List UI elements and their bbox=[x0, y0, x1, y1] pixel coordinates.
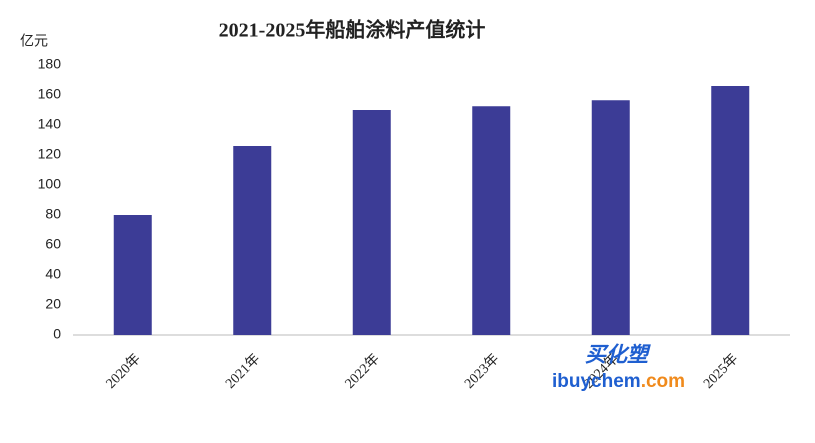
watermark-domain: .com bbox=[641, 371, 685, 392]
y-tick-label: 20 bbox=[45, 296, 61, 312]
bar bbox=[591, 100, 630, 335]
y-tick-label: 160 bbox=[38, 86, 62, 102]
x-tick-label: 2021年 bbox=[222, 351, 263, 392]
y-tick-label: 60 bbox=[45, 236, 61, 252]
bar bbox=[113, 215, 152, 335]
y-tick-label: 100 bbox=[38, 176, 62, 192]
plot: 0 20 40 60 80 100 120 140 160 180 2020年 2021年 2022年 2… bbox=[38, 56, 750, 392]
bar bbox=[472, 106, 511, 335]
x-tick-label: 2025年 bbox=[700, 351, 741, 392]
y-tick-label: 140 bbox=[38, 116, 62, 132]
y-tick-label: 0 bbox=[53, 326, 61, 342]
watermark-site-name: ibuychem bbox=[552, 371, 641, 392]
x-tick-label: 2023年 bbox=[461, 351, 502, 392]
bar bbox=[233, 146, 272, 335]
bar bbox=[711, 86, 750, 335]
y-tick-label: 40 bbox=[45, 266, 61, 282]
y-tick-label: 120 bbox=[38, 146, 62, 162]
bar bbox=[352, 110, 391, 335]
y-tick-label: 180 bbox=[38, 56, 62, 72]
watermark-brand: 买化塑 bbox=[585, 343, 651, 367]
watermark-site: ibuychem.com bbox=[552, 371, 685, 392]
y-unit: 亿元 bbox=[20, 33, 48, 49]
y-tick-label: 80 bbox=[45, 206, 61, 222]
x-tick-label: 2020年 bbox=[103, 351, 144, 392]
x-tick-label: 2022年 bbox=[342, 351, 383, 392]
chart-title: 2021-2025年船舶涂料产值统计 bbox=[219, 18, 486, 42]
